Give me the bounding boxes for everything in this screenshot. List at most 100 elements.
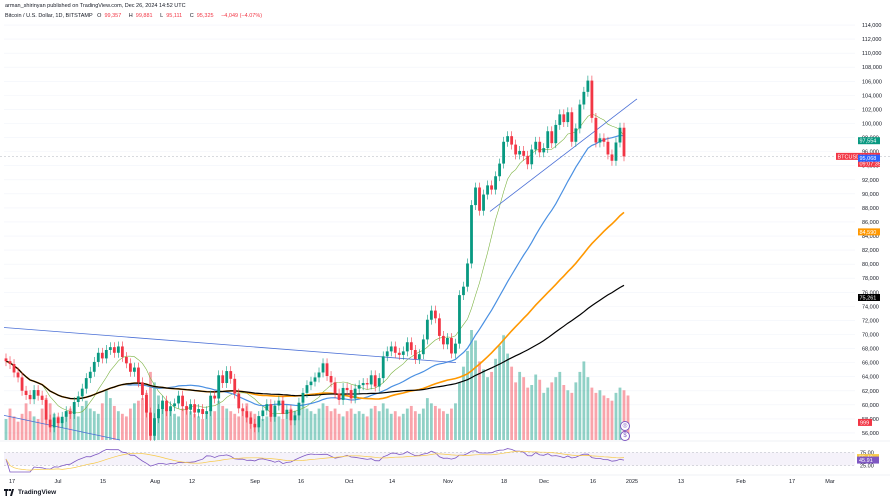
candle-body bbox=[257, 416, 261, 428]
volume-bar bbox=[120, 413, 124, 440]
price-tag bbox=[858, 154, 880, 162]
volume-bar bbox=[301, 403, 305, 440]
candle-body bbox=[574, 128, 578, 142]
volume-bar bbox=[96, 413, 100, 440]
time-tick-label: 16 bbox=[590, 479, 596, 485]
symbol-name[interactable]: Bitcoin / U.S. Dollar, 1D, BITSTAMP bbox=[5, 13, 93, 19]
candle-body bbox=[622, 127, 626, 157]
volume-bar bbox=[401, 413, 405, 440]
price-tick-label: 114,000 bbox=[862, 23, 881, 29]
time-axis[interactable]: 17 Jul 15 Aug 12 Sep 16 Oct 14 Nov 18 Dec 16 2025 13 Fe… bbox=[9, 479, 835, 485]
volume-bar bbox=[321, 403, 325, 440]
price-tags: 97,554BTCUSD95,32509:07:3595,06884,59075… bbox=[836, 137, 881, 426]
volume-bar bbox=[161, 403, 164, 440]
candle-body bbox=[313, 377, 317, 382]
volume-bar bbox=[80, 405, 84, 440]
volume-bar bbox=[177, 416, 180, 440]
price-tick-label: 96,000 bbox=[862, 150, 879, 156]
candle-body bbox=[329, 375, 333, 383]
candle-body bbox=[562, 114, 566, 123]
volume-bar bbox=[429, 403, 433, 440]
candle-body bbox=[32, 390, 36, 400]
candle-body bbox=[518, 150, 522, 155]
volume-bar bbox=[84, 400, 88, 440]
candle-body bbox=[205, 411, 209, 414]
candle-body bbox=[153, 418, 156, 436]
volume-bar bbox=[36, 419, 40, 440]
time-tick-label: 17 bbox=[9, 479, 15, 485]
volume-bar bbox=[233, 413, 237, 440]
candle-body bbox=[546, 131, 550, 149]
candle-body bbox=[281, 400, 285, 414]
candle-body bbox=[454, 343, 457, 354]
time-tick-label: Sep bbox=[250, 479, 260, 485]
candle-body bbox=[4, 358, 8, 362]
alert-icon[interactable]: ◎ bbox=[620, 421, 630, 431]
ma-100-line bbox=[5, 284, 625, 400]
candle-body bbox=[157, 409, 160, 419]
volume-bar bbox=[530, 385, 534, 440]
candle-body bbox=[133, 367, 136, 372]
time-tick-label: 12 bbox=[189, 479, 195, 485]
candle-body bbox=[333, 382, 337, 394]
candle-body bbox=[112, 347, 116, 353]
candle-body bbox=[285, 409, 289, 414]
volume-bar bbox=[112, 405, 116, 440]
candle-body bbox=[96, 352, 100, 362]
price-tag-label: 75,261 bbox=[860, 295, 877, 301]
tradingview-logo[interactable]: TradingView bbox=[4, 489, 56, 496]
volume-bar bbox=[92, 411, 96, 440]
volume-bar bbox=[20, 413, 24, 440]
candle-body bbox=[558, 114, 562, 125]
volume-bar bbox=[221, 405, 225, 440]
volume-bar bbox=[566, 390, 570, 440]
volume-bar bbox=[201, 419, 205, 440]
candle-body bbox=[337, 393, 341, 400]
candle-body bbox=[185, 406, 188, 410]
candle-body bbox=[526, 155, 530, 165]
volume-bar bbox=[141, 398, 144, 440]
volume-bar bbox=[137, 400, 140, 440]
candle-body bbox=[305, 385, 309, 393]
candle-body bbox=[429, 310, 433, 320]
volume-bar bbox=[28, 411, 32, 440]
volume-bar bbox=[229, 411, 233, 440]
volume-bar bbox=[217, 400, 221, 440]
candle-body bbox=[44, 399, 48, 420]
candle-body bbox=[124, 357, 128, 364]
time-tick-label: 14 bbox=[389, 479, 395, 485]
volume-bar bbox=[349, 408, 353, 440]
currency-icon[interactable]: $ bbox=[620, 431, 630, 441]
volume-bar bbox=[209, 408, 213, 440]
price-tag-label: BTCUSD bbox=[838, 154, 861, 160]
volume-bar bbox=[486, 377, 489, 440]
volume-bar bbox=[173, 413, 176, 440]
volume-bar bbox=[389, 413, 393, 440]
low-value: L 95,111 bbox=[160, 13, 183, 19]
candle-body bbox=[578, 104, 582, 129]
volume-bar bbox=[562, 385, 566, 440]
trend-line-resistance bbox=[3, 327, 457, 364]
candle-body bbox=[261, 410, 265, 417]
candle-body bbox=[522, 150, 526, 156]
candle-body bbox=[173, 403, 176, 407]
candle-body bbox=[474, 187, 477, 206]
volume-bar bbox=[12, 416, 16, 440]
volume-bar bbox=[149, 371, 152, 440]
volume-bar bbox=[269, 413, 273, 440]
candle-body bbox=[397, 352, 401, 355]
candle-body bbox=[100, 352, 104, 359]
volume-bar bbox=[24, 403, 28, 440]
price-tag bbox=[836, 152, 858, 160]
candle-body bbox=[606, 141, 610, 155]
time-tick-label: 13 bbox=[678, 479, 684, 485]
candle-body bbox=[177, 395, 180, 404]
change-value: −4,049 (−4.07%) bbox=[221, 13, 263, 19]
volume-bar bbox=[622, 390, 626, 440]
symbol-ohlc-legend: Bitcoin / U.S. Dollar, 1D, BITSTAMP O 99,… bbox=[5, 13, 265, 19]
candle-body bbox=[169, 406, 172, 412]
price-tick-label: 56,000 bbox=[862, 431, 879, 437]
volume-bar bbox=[76, 416, 80, 440]
candle-body bbox=[229, 371, 233, 379]
